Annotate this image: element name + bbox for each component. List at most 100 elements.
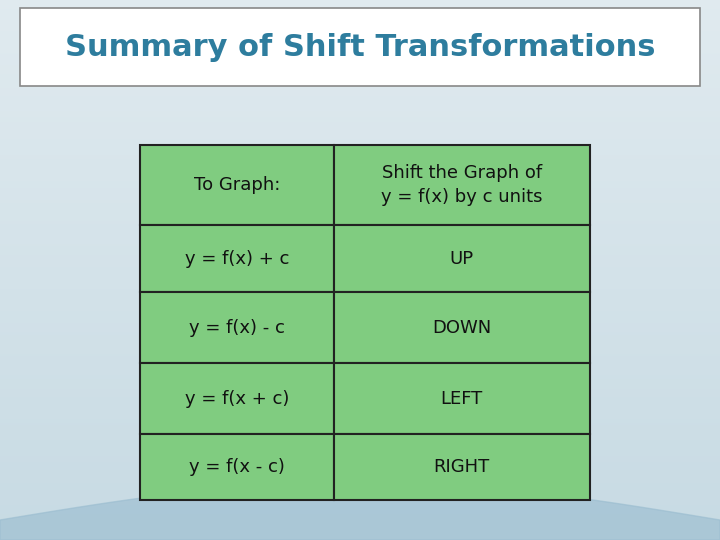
Bar xyxy=(0,332,720,333)
Bar xyxy=(0,54,720,56)
Bar xyxy=(0,140,720,141)
Bar xyxy=(0,280,720,281)
Text: UP: UP xyxy=(450,249,474,268)
Bar xyxy=(0,143,720,145)
Bar xyxy=(0,49,720,50)
Bar xyxy=(0,178,720,179)
Bar xyxy=(0,292,720,293)
Bar xyxy=(0,460,720,462)
Bar xyxy=(0,444,720,446)
Bar xyxy=(0,27,720,28)
Bar xyxy=(0,224,720,226)
Bar xyxy=(0,43,720,45)
Bar xyxy=(0,126,720,127)
Bar xyxy=(0,81,720,82)
Bar xyxy=(0,296,720,297)
Bar xyxy=(0,469,720,470)
Bar xyxy=(0,489,720,490)
Bar xyxy=(0,329,720,330)
Bar xyxy=(0,285,720,286)
Bar xyxy=(0,124,720,126)
Bar xyxy=(0,379,720,381)
Bar xyxy=(0,222,720,224)
Bar xyxy=(0,519,720,521)
Bar xyxy=(0,282,720,284)
FancyBboxPatch shape xyxy=(333,292,590,363)
Bar xyxy=(0,512,720,513)
Bar xyxy=(0,208,720,209)
Bar xyxy=(0,217,720,219)
Bar xyxy=(0,537,720,539)
Bar xyxy=(0,187,720,189)
Bar xyxy=(0,98,720,100)
Bar xyxy=(0,105,720,106)
Bar xyxy=(0,70,720,71)
Bar xyxy=(0,122,720,123)
Bar xyxy=(0,372,720,373)
Bar xyxy=(0,241,720,243)
Bar xyxy=(0,320,720,321)
Bar xyxy=(0,31,720,32)
Bar xyxy=(0,56,720,57)
Bar xyxy=(0,227,720,228)
Bar xyxy=(0,258,720,259)
Bar xyxy=(0,181,720,183)
Bar xyxy=(0,228,720,230)
Bar xyxy=(0,498,720,500)
Bar xyxy=(0,77,720,78)
Bar xyxy=(0,518,720,519)
Bar xyxy=(0,119,720,120)
Bar xyxy=(0,131,720,132)
Bar xyxy=(0,291,720,292)
Bar xyxy=(0,319,720,320)
Bar xyxy=(0,433,720,435)
Bar xyxy=(0,25,720,27)
FancyBboxPatch shape xyxy=(333,363,590,434)
Bar xyxy=(0,293,720,294)
Bar xyxy=(0,66,720,68)
Bar xyxy=(0,16,720,17)
Bar xyxy=(0,62,720,63)
Bar xyxy=(0,378,720,379)
Bar xyxy=(0,390,720,392)
Bar xyxy=(0,4,720,5)
Bar xyxy=(0,483,720,485)
Bar xyxy=(0,90,720,92)
Bar xyxy=(0,432,720,433)
Bar xyxy=(0,366,720,367)
Bar xyxy=(0,12,720,14)
Text: To Graph:: To Graph: xyxy=(194,176,280,194)
Bar xyxy=(0,47,720,49)
Bar xyxy=(0,346,720,347)
Bar xyxy=(0,491,720,492)
Bar xyxy=(0,74,720,76)
Bar xyxy=(0,251,720,252)
Bar xyxy=(0,325,720,327)
Bar xyxy=(0,255,720,256)
Bar xyxy=(0,508,720,509)
Bar xyxy=(0,120,720,122)
Bar xyxy=(0,276,720,278)
Bar xyxy=(0,507,720,508)
Bar xyxy=(0,453,720,454)
Bar xyxy=(0,243,720,244)
Bar xyxy=(0,200,720,201)
Bar xyxy=(0,148,720,150)
Bar xyxy=(0,312,720,313)
Bar xyxy=(0,530,720,532)
Bar xyxy=(0,436,720,437)
Bar xyxy=(0,15,720,16)
Bar xyxy=(0,239,720,240)
Bar xyxy=(0,51,720,53)
Bar xyxy=(0,166,720,167)
Bar xyxy=(0,73,720,74)
Bar xyxy=(0,514,720,516)
Bar xyxy=(0,420,720,421)
Bar xyxy=(0,345,720,346)
Bar xyxy=(0,402,720,404)
Bar xyxy=(0,472,720,474)
Bar xyxy=(0,108,720,109)
Bar xyxy=(0,86,720,87)
Bar xyxy=(0,459,720,460)
Bar xyxy=(0,24,720,25)
